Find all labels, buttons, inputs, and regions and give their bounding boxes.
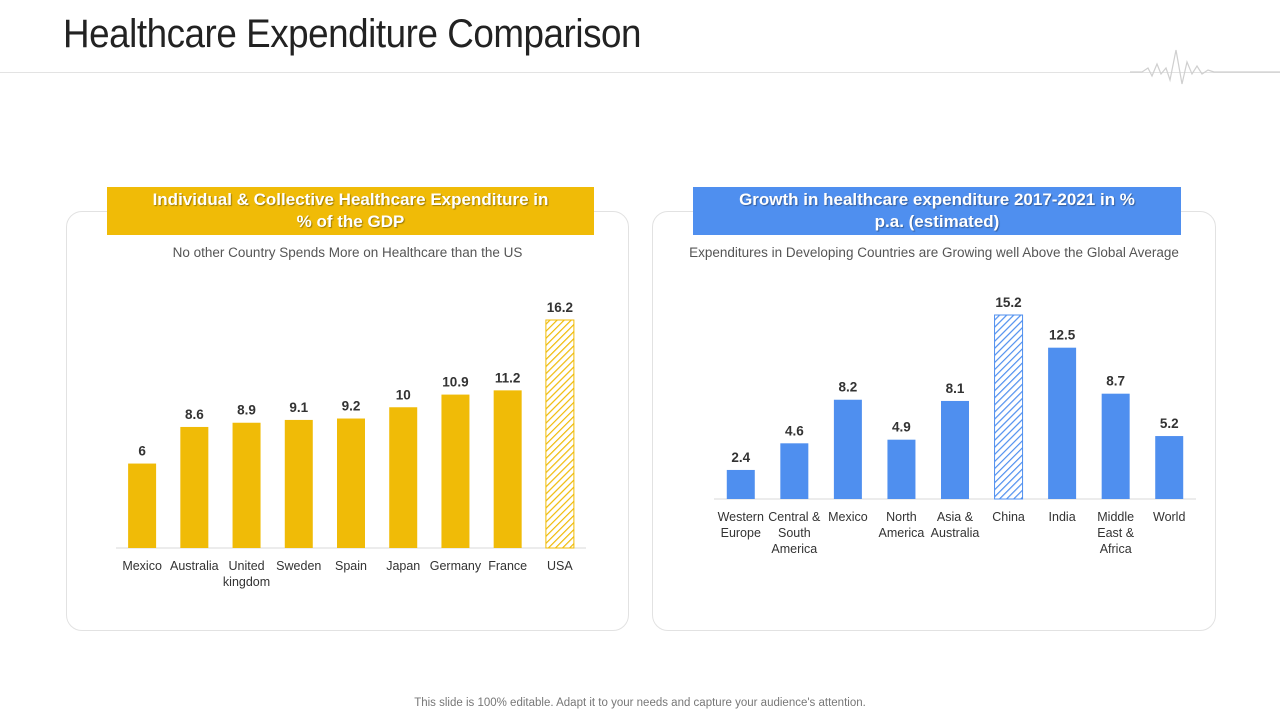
- bar-middle-east-africa: [1101, 393, 1130, 499]
- page-title: Healthcare Expenditure Comparison: [63, 12, 642, 56]
- bar-australia: [180, 426, 209, 548]
- category-label: Sweden: [276, 559, 321, 573]
- category-label: North America: [879, 510, 925, 540]
- data-label: 5.2: [1160, 416, 1179, 431]
- data-label: 15.2: [995, 295, 1021, 310]
- data-label: 12.5: [1049, 328, 1076, 343]
- bar-asia-australia: [941, 400, 969, 499]
- growth-expenditure-chart-title: Growth in healthcare expenditure 2017-20…: [693, 187, 1181, 235]
- bar-western-europe: [726, 469, 755, 499]
- growth-expenditure-bar-chart: 2.4 Western Europe 4.6 Central & South America…: [714, 295, 1196, 556]
- bar-north-america: [887, 439, 916, 499]
- data-label: 11.2: [495, 370, 521, 385]
- footer-note: This slide is 100% editable. Adapt it to…: [414, 697, 866, 709]
- category-label: Mexico: [828, 510, 868, 524]
- bar-mexico: [128, 463, 157, 548]
- heartbeat-pulse-icon: [1130, 49, 1280, 85]
- bar-spain: [337, 418, 365, 548]
- bar-mexico: [833, 399, 862, 499]
- gdp-expenditure-chart-subtitle: No other Country Spends More on Healthca…: [172, 245, 523, 260]
- data-label: 9.1: [289, 400, 308, 415]
- category-label: Spain: [335, 559, 367, 573]
- bar-sweden: [284, 419, 313, 548]
- bar-usa: [545, 319, 575, 549]
- title-divider: [0, 72, 1280, 73]
- category-label: Japan: [386, 559, 420, 573]
- gdp-expenditure-chart-title: Individual & Collective Healthcare Expen…: [107, 187, 594, 235]
- bar-world: [1155, 436, 1184, 499]
- category-label: France: [488, 559, 527, 573]
- data-label: 10: [396, 387, 411, 402]
- data-label: 16.2: [547, 300, 573, 315]
- category-label: Central & South America: [768, 510, 821, 556]
- data-label: 8.7: [1106, 374, 1125, 389]
- data-label: 8.9: [237, 403, 256, 418]
- category-label: Western Europe: [718, 510, 764, 540]
- gdp-expenditure-bar-chart: 6 Mexico 8.6 Australia 8.9 United kingdom 9.1 Sw…: [116, 300, 586, 589]
- category-label: World: [1153, 510, 1185, 524]
- category-label: India: [1049, 510, 1076, 524]
- data-label: 9.2: [342, 399, 361, 414]
- category-label: USA: [547, 559, 573, 573]
- category-label: Germany: [430, 559, 482, 573]
- bar-india: [1048, 347, 1077, 499]
- bar-central-south-america: [780, 443, 809, 499]
- data-label: 4.9: [892, 420, 911, 435]
- data-label: 2.4: [731, 450, 750, 465]
- category-label: China: [992, 510, 1025, 524]
- category-label: Mexico: [122, 559, 162, 573]
- category-label: Australia: [170, 559, 219, 573]
- bar-united-kingdom: [232, 422, 261, 548]
- data-label: 8.6: [185, 407, 204, 422]
- bar-germany: [441, 394, 470, 548]
- bar-france: [493, 390, 522, 548]
- data-label: 4.6: [785, 423, 804, 438]
- bar-japan: [389, 407, 418, 548]
- growth-expenditure-chart-subtitle: Expenditures in Developing Countries are…: [689, 245, 1179, 260]
- category-label: Asia & Australia: [931, 510, 980, 540]
- data-label: 8.1: [946, 381, 965, 396]
- data-label: 10.9: [442, 375, 468, 390]
- data-label: 6: [138, 444, 146, 459]
- category-label: Middle East & Africa: [1097, 510, 1134, 556]
- category-label: United kingdom: [223, 559, 270, 589]
- bar-china: [994, 314, 1024, 500]
- data-label: 8.2: [838, 380, 857, 395]
